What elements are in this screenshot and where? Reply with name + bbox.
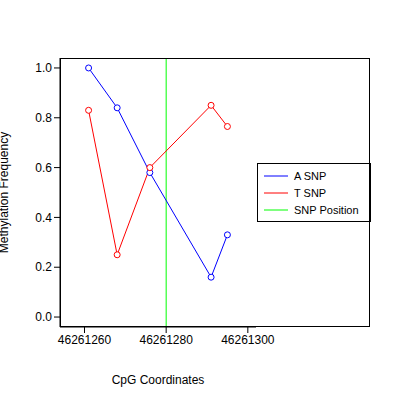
- svg-text:0.0: 0.0: [35, 310, 52, 324]
- html-text:SNP Position: SNP Position: [294, 203, 359, 216]
- svg-text:CpG Coordinates: CpG Coordinates: [112, 373, 205, 387]
- svg-text:Methylation Frequency: Methylation Frequency: [8, 132, 11, 253]
- html-text:T SNP: T SNP: [294, 186, 327, 199]
- svg-text:0.2: 0.2: [35, 260, 52, 274]
- svg-text:0.6: 0.6: [35, 161, 52, 175]
- svg-text:0.8: 0.8: [35, 111, 52, 125]
- svg-text:46261260: 46261260: [58, 333, 112, 347]
- html-text:A SNP: A SNP: [294, 169, 327, 182]
- svg-text:1.0: 1.0: [35, 61, 52, 75]
- svg-text:46261280: 46261280: [139, 333, 193, 347]
- svg-text:46261300: 46261300: [221, 333, 275, 347]
- svg-text:0.4: 0.4: [35, 211, 52, 225]
